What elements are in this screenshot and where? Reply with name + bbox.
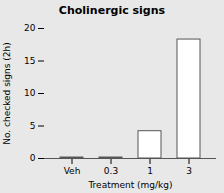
html-text:Cholinergic signs: Cholinergic signs: [58, 4, 166, 17]
svg-text:0: 0: [30, 153, 36, 163]
svg-text:3: 3: [186, 166, 192, 176]
svg-text:20: 20: [24, 23, 36, 33]
svg-text:5: 5: [30, 121, 36, 131]
svg-text:0.3: 0.3: [104, 166, 118, 176]
svg-text:1: 1: [147, 166, 153, 176]
svg-text:Treatment (mg/kg): Treatment (mg/kg): [87, 180, 172, 190]
svg-text:Veh: Veh: [64, 166, 81, 176]
svg-text:15: 15: [24, 56, 35, 66]
svg-text:10: 10: [24, 88, 36, 98]
svg-text:No. checked signs (2h): No. checked signs (2h): [2, 42, 12, 145]
